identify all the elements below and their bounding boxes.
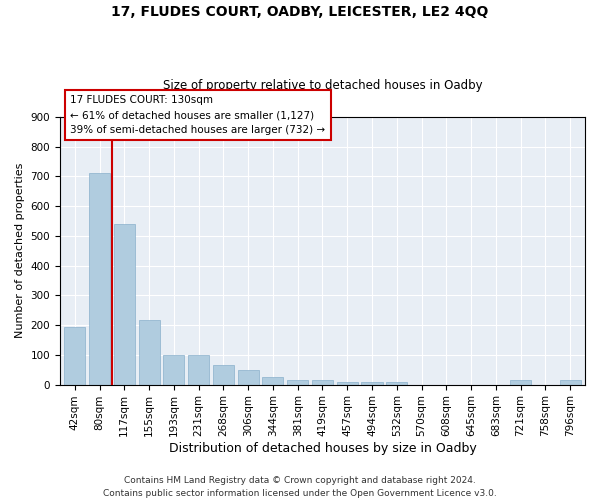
Bar (361, 382, 383, 384)
Bar (213, 366, 234, 384)
Y-axis label: Number of detached properties: Number of detached properties (15, 163, 25, 338)
Bar (262, 376, 283, 384)
Bar (163, 355, 184, 384)
Bar (386, 382, 407, 384)
Text: 17 FLUDES COURT: 130sqm
← 61% of detached houses are smaller (1,127)
39% of semi: 17 FLUDES COURT: 130sqm ← 61% of detache… (70, 96, 326, 135)
Bar (337, 382, 358, 384)
Bar (114, 224, 135, 384)
Bar (312, 380, 333, 384)
Bar (64, 327, 85, 384)
Bar (287, 380, 308, 384)
Bar (510, 380, 531, 384)
X-axis label: Distribution of detached houses by size in Oadby: Distribution of detached houses by size … (169, 442, 476, 455)
Text: 17, FLUDES COURT, OADBY, LEICESTER, LE2 4QQ: 17, FLUDES COURT, OADBY, LEICESTER, LE2 … (112, 5, 488, 19)
Bar (89, 174, 110, 384)
Text: Contains HM Land Registry data © Crown copyright and database right 2024.
Contai: Contains HM Land Registry data © Crown c… (103, 476, 497, 498)
Bar (188, 355, 209, 384)
Title: Size of property relative to detached houses in Oadby: Size of property relative to detached ho… (163, 79, 482, 92)
Bar (139, 320, 160, 384)
Bar (560, 380, 581, 384)
Bar (238, 370, 259, 384)
